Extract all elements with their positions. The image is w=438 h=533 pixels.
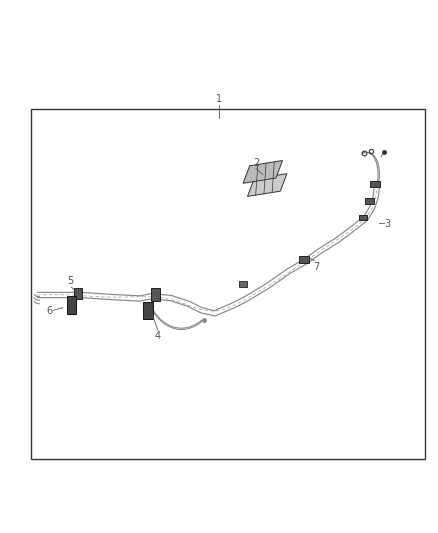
Bar xyxy=(143,302,153,319)
Bar xyxy=(239,281,247,287)
Polygon shape xyxy=(247,174,287,197)
Text: 7: 7 xyxy=(313,262,319,272)
Text: 6: 6 xyxy=(46,306,53,316)
Text: 5: 5 xyxy=(67,276,73,286)
Text: 3: 3 xyxy=(385,219,391,229)
Bar xyxy=(67,296,76,314)
Bar xyxy=(299,256,309,263)
Bar xyxy=(151,288,160,301)
Text: 4: 4 xyxy=(155,332,161,341)
Bar xyxy=(365,198,374,204)
Bar xyxy=(31,109,425,459)
Polygon shape xyxy=(243,160,283,183)
Bar xyxy=(370,181,380,187)
Text: 2: 2 xyxy=(253,158,259,167)
Text: 1: 1 xyxy=(216,94,222,103)
Bar xyxy=(358,215,367,220)
Bar xyxy=(74,288,82,300)
